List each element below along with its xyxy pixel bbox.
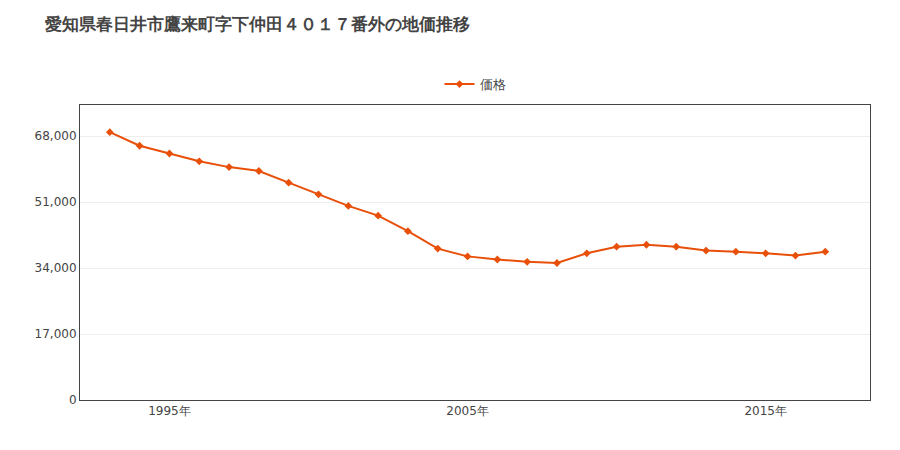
svg-text:2005年: 2005年 xyxy=(446,404,489,418)
svg-text:51,000: 51,000 xyxy=(35,195,77,209)
svg-text:17,000: 17,000 xyxy=(35,327,77,341)
svg-text:愛知県春日井市鷹来町字下仲田４０１７番外の地価推移: 愛知県春日井市鷹来町字下仲田４０１７番外の地価推移 xyxy=(45,14,470,34)
svg-text:68,000: 68,000 xyxy=(35,129,77,143)
svg-text:34,000: 34,000 xyxy=(35,261,77,275)
svg-text:0: 0 xyxy=(69,393,77,407)
svg-text:1995年: 1995年 xyxy=(148,404,191,418)
svg-text:2015年: 2015年 xyxy=(744,404,787,418)
svg-text:価格: 価格 xyxy=(480,77,506,92)
